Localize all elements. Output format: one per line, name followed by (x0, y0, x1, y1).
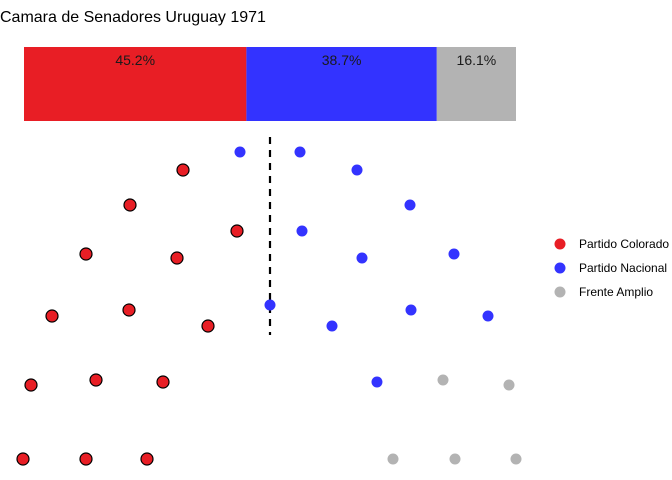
share-segment-partido-nacional (246, 47, 437, 121)
legend-label-partido-nacional: Partido Nacional (579, 261, 667, 275)
legend-key-frente-amplio (554, 286, 566, 298)
seat-partido-colorado (230, 224, 244, 238)
seat-partido-colorado (122, 303, 136, 317)
legend-key-partido-colorado (554, 238, 566, 250)
legend-label-frente-amplio: Frente Amplio (579, 285, 653, 299)
seat-partido-nacional (405, 304, 417, 316)
seat-frente-amplio (503, 379, 515, 391)
seat-partido-colorado (140, 452, 154, 466)
seat-partido-colorado (156, 375, 170, 389)
share-label-partido-nacional: 38.7% (322, 52, 362, 68)
seat-partido-nacional (296, 225, 308, 237)
seat-partido-colorado (123, 198, 137, 212)
seat-partido-colorado (16, 452, 30, 466)
chart-title: Camara de Senadores Uruguay 1971 (0, 9, 266, 26)
share-labels: 45.2% 38.7% 16.1% (115, 52, 496, 68)
seat-partido-colorado (176, 163, 190, 177)
seat-partido-nacional (404, 199, 416, 211)
seat-frente-amplio (510, 453, 522, 465)
seat-frente-amplio (437, 374, 449, 386)
seat-partido-nacional (448, 248, 460, 260)
share-bar (24, 47, 516, 121)
legend: Partido Colorado Partido Nacional Frente A… (554, 237, 669, 299)
seat-partido-colorado (45, 309, 59, 323)
seat-partido-colorado (89, 373, 103, 387)
seat-partido-nacional (264, 299, 276, 311)
seat-partido-colorado (170, 251, 184, 265)
seat-partido-colorado (201, 319, 215, 333)
legend-key-partido-nacional (554, 262, 566, 274)
legend-label-partido-colorado: Partido Colorado (579, 237, 669, 251)
seat-frente-amplio (449, 453, 461, 465)
seat-partido-colorado (24, 378, 38, 392)
share-segment-frente-amplio (436, 47, 516, 121)
seat-partido-nacional (351, 164, 363, 176)
seat-dots (16, 146, 522, 466)
share-label-partido-colorado: 45.2% (115, 52, 155, 68)
seat-partido-nacional (482, 310, 494, 322)
seat-partido-nacional (294, 146, 306, 158)
seat-partido-nacional (371, 376, 383, 388)
seat-partido-colorado (79, 452, 93, 466)
seat-frente-amplio (387, 453, 399, 465)
seat-partido-nacional (234, 146, 246, 158)
seat-partido-colorado (79, 247, 93, 261)
seat-partido-nacional (356, 252, 368, 264)
seat-partido-nacional (326, 320, 338, 332)
share-label-frente-amplio: 16.1% (457, 52, 497, 68)
share-segment-partido-colorado (24, 47, 247, 121)
